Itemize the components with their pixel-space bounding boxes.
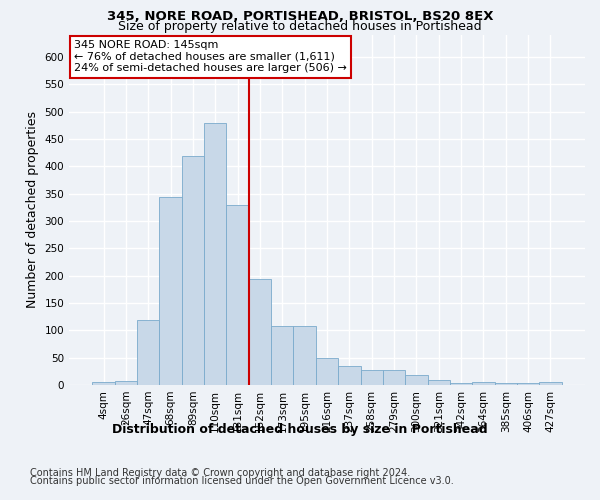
Text: 345 NORE ROAD: 145sqm
← 76% of detached houses are smaller (1,611)
24% of semi-d: 345 NORE ROAD: 145sqm ← 76% of detached … — [74, 40, 347, 74]
Y-axis label: Number of detached properties: Number of detached properties — [26, 112, 39, 308]
Bar — [160, 198, 182, 385]
Text: 345, NORE ROAD, PORTISHEAD, BRISTOL, BS20 8EX: 345, NORE ROAD, PORTISHEAD, BRISTOL, BS2… — [107, 10, 493, 23]
Text: Contains public sector information licensed under the Open Government Licence v3: Contains public sector information licen… — [30, 476, 454, 486]
Bar — [405, 375, 428, 385]
Bar — [271, 326, 293, 385]
Bar — [539, 382, 562, 385]
Bar — [383, 370, 405, 385]
Text: Size of property relative to detached houses in Portishead: Size of property relative to detached ho… — [118, 20, 482, 33]
Bar — [92, 382, 115, 385]
Bar — [338, 366, 361, 385]
Bar — [226, 204, 249, 385]
Bar — [316, 358, 338, 385]
Bar — [293, 326, 316, 385]
Bar — [494, 383, 517, 385]
Text: Contains HM Land Registry data © Crown copyright and database right 2024.: Contains HM Land Registry data © Crown c… — [30, 468, 410, 477]
Bar — [249, 280, 271, 385]
Bar — [137, 320, 160, 385]
Bar — [428, 380, 450, 385]
Bar — [472, 382, 494, 385]
Bar — [517, 383, 539, 385]
Bar — [361, 370, 383, 385]
Bar — [182, 156, 204, 385]
Bar — [115, 381, 137, 385]
Text: Distribution of detached houses by size in Portishead: Distribution of detached houses by size … — [112, 422, 488, 436]
Bar — [450, 383, 472, 385]
Bar — [204, 122, 226, 385]
